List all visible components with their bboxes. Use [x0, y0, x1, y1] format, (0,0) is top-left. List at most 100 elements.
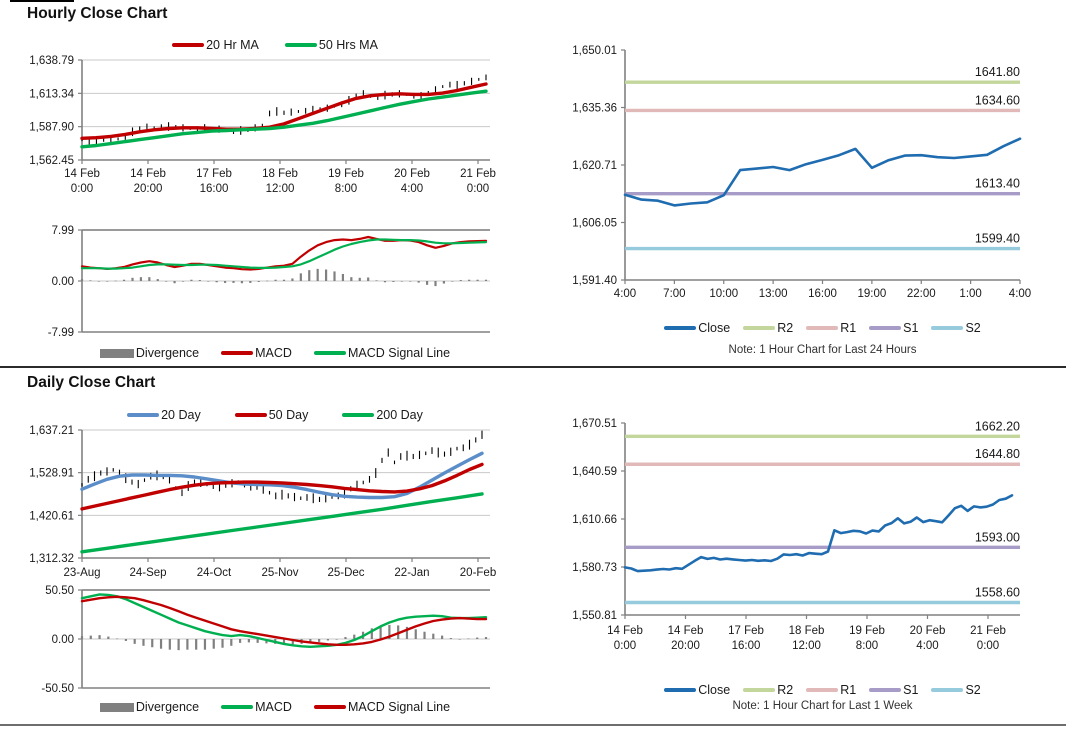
r2-weekly-swatch	[743, 688, 776, 692]
legend-label-divergence-daily: Divergence	[135, 700, 200, 714]
weekly-sr-legend: Close R2 R1 S1 S2	[625, 682, 1020, 698]
svg-text:19:00: 19:00	[857, 288, 886, 300]
svg-text:18 Feb: 18 Feb	[262, 168, 298, 180]
svg-text:1,638.79: 1,638.79	[29, 55, 74, 67]
svg-text:1,650.01: 1,650.01	[572, 45, 617, 57]
legend-label-s2: S2	[965, 321, 981, 335]
svg-text:10:00: 10:00	[709, 288, 738, 300]
20day-swatch	[127, 413, 160, 417]
svg-text:1,670.51: 1,670.51	[572, 418, 617, 430]
macd-swatch	[221, 351, 254, 355]
svg-text:1,620.71: 1,620.71	[572, 160, 617, 172]
legend-item-r2: R2	[743, 321, 793, 335]
svg-text:1634.60: 1634.60	[975, 93, 1020, 107]
svg-text:0:00: 0:00	[71, 183, 93, 195]
svg-text:16:00: 16:00	[732, 640, 761, 652]
svg-text:12:00: 12:00	[792, 640, 821, 652]
legend-item-200day: 200 Day	[342, 408, 423, 422]
legend-label-r2-weekly: R2	[777, 683, 794, 697]
legend-item-s2-weekly: S2	[931, 683, 981, 697]
svg-text:14 Feb: 14 Feb	[668, 625, 704, 637]
weekly-sr-note: Note: 1 Hour Chart for Last 1 Week	[732, 700, 913, 712]
legend-label-200day: 200 Day	[376, 408, 423, 422]
svg-text:14 Feb: 14 Feb	[130, 168, 166, 180]
svg-text:4:00: 4:00	[1009, 288, 1031, 300]
svg-text:16:00: 16:00	[808, 288, 837, 300]
svg-text:1:00: 1:00	[959, 288, 981, 300]
legend-label-s2-weekly: S2	[965, 683, 981, 697]
daily-price-legend: 20 Day 50 Day 200 Day	[60, 406, 490, 424]
legend-item-macd-signal-daily: MACD Signal Line	[313, 700, 450, 714]
r1-swatch	[806, 326, 839, 330]
svg-text:24-Oct: 24-Oct	[197, 567, 232, 579]
legend-label-macd: MACD	[255, 346, 292, 360]
legend-item-macd: MACD	[221, 346, 292, 360]
svg-text:7.99: 7.99	[52, 225, 74, 237]
legend-label-macd-signal: MACD Signal Line	[347, 346, 451, 360]
legend-item-divergence-daily: Divergence	[99, 700, 200, 714]
section-divider	[0, 366, 1066, 368]
svg-text:13:00: 13:00	[759, 288, 788, 300]
svg-text:1,606.05: 1,606.05	[572, 218, 617, 230]
svg-text:1558.60: 1558.60	[975, 586, 1020, 600]
svg-text:4:00: 4:00	[916, 640, 938, 652]
legend-item-20hr-ma: 20 Hr MA	[172, 38, 259, 52]
close-swatch	[664, 326, 697, 330]
20hr-ma-swatch	[172, 43, 205, 47]
hourly-close-sr-chart: 1,650.01 1,635.36 1,620.71 1,606.05 1,591.40…	[572, 45, 1031, 300]
svg-text:20:00: 20:00	[134, 183, 163, 195]
200day-swatch	[342, 413, 375, 417]
legend-label-20hr-ma: 20 Hr MA	[206, 38, 259, 52]
svg-text:20 Feb: 20 Feb	[394, 168, 430, 180]
r1-weekly-swatch	[806, 688, 839, 692]
50day-swatch	[234, 413, 267, 417]
svg-text:1,550.81: 1,550.81	[572, 610, 617, 622]
svg-text:1,635.36: 1,635.36	[572, 103, 617, 115]
svg-text:4:00: 4:00	[614, 288, 636, 300]
svg-text:-7.99: -7.99	[48, 327, 74, 339]
bottom-rule	[0, 724, 1066, 726]
macd-signal-daily-swatch	[313, 705, 346, 709]
svg-text:1,587.90: 1,587.90	[29, 122, 74, 134]
s1-swatch	[869, 326, 902, 330]
daily-macd-legend: Divergence MACD MACD Signal Line	[60, 699, 490, 715]
svg-text:0:00: 0:00	[977, 640, 999, 652]
svg-text:1599.40: 1599.40	[975, 232, 1020, 246]
legend-item-close: Close	[664, 321, 730, 335]
legend-label-r1-weekly: R1	[840, 683, 857, 697]
svg-text:1,591.40: 1,591.40	[572, 275, 617, 287]
legend-item-s2: S2	[931, 321, 981, 335]
svg-text:0.00: 0.00	[52, 276, 74, 288]
weekly-close-sr-chart: 1,670.51 1,640.59 1,610.66 1,580.73 1,550.81…	[572, 418, 1020, 652]
svg-text:1,613.34: 1,613.34	[29, 88, 74, 100]
svg-text:14 Feb: 14 Feb	[607, 625, 643, 637]
svg-text:4:00: 4:00	[401, 183, 423, 195]
legend-item-r1: R1	[806, 321, 856, 335]
svg-text:12:00: 12:00	[266, 183, 295, 195]
svg-text:7:00: 7:00	[663, 288, 685, 300]
svg-text:25-Dec: 25-Dec	[327, 567, 364, 579]
daily-macd-chart: 50.50 0.00 -50.50	[41, 585, 490, 695]
svg-text:1593.00: 1593.00	[975, 530, 1020, 544]
r2-swatch	[743, 326, 776, 330]
top-rule-fragment	[10, 0, 74, 2]
svg-text:1,580.73: 1,580.73	[572, 562, 617, 574]
legend-item-divergence: Divergence	[99, 346, 199, 360]
svg-text:-50.50: -50.50	[41, 683, 74, 695]
hourly-sr-legend: Close R2 R1 S1 S2	[625, 320, 1020, 336]
legend-label-r2: R2	[777, 321, 794, 335]
svg-text:1613.40: 1613.40	[975, 177, 1020, 191]
svg-text:1,637.21: 1,637.21	[29, 425, 74, 437]
legend-label-close-weekly: Close	[698, 683, 731, 697]
svg-text:1641.80: 1641.80	[975, 65, 1020, 79]
legend-item-50day: 50 Day	[234, 408, 308, 422]
divergence-swatch	[99, 348, 134, 358]
svg-text:0.00: 0.00	[52, 634, 74, 646]
svg-text:19 Feb: 19 Feb	[849, 625, 885, 637]
svg-text:0:00: 0:00	[467, 183, 489, 195]
svg-text:18 Feb: 18 Feb	[789, 625, 825, 637]
svg-text:1,528.91: 1,528.91	[29, 468, 74, 480]
svg-text:1,610.66: 1,610.66	[572, 514, 617, 526]
svg-text:1662.20: 1662.20	[975, 419, 1020, 433]
